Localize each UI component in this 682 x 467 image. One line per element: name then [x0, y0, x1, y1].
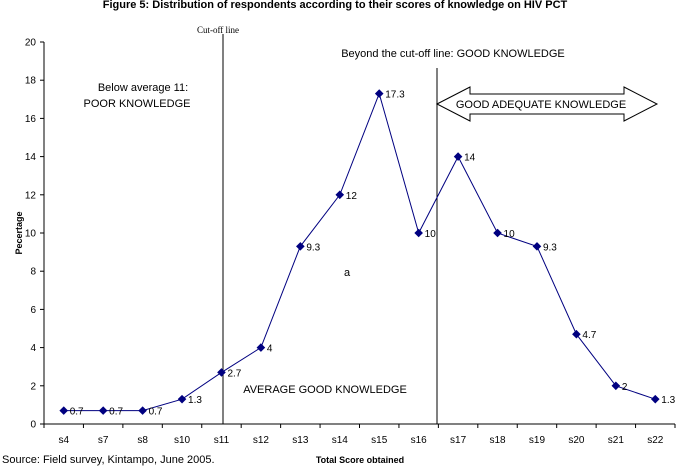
data-label: 9.3 [306, 242, 320, 253]
x-tick-label: s14 [332, 435, 349, 446]
data-label: 0.7 [109, 407, 123, 418]
data-label: 4 [267, 344, 273, 355]
data-point-marker [335, 190, 345, 200]
data-point-marker [650, 394, 660, 404]
data-label: 0.7 [70, 407, 84, 418]
beyond-cutoff-label: Beyond the cut-off line: GOOD KNOWLEDGE [341, 48, 565, 60]
data-label: 1.3 [661, 395, 675, 406]
y-tick-label: 16 [25, 114, 37, 125]
data-point-marker [611, 381, 621, 391]
x-tick-label: s21 [608, 435, 625, 446]
data-point-marker [572, 329, 581, 339]
y-axis-label: Pecertage [14, 211, 24, 254]
y-tick-label: 2 [30, 381, 36, 392]
data-label: 10 [504, 229, 516, 240]
stray-annotation: a [344, 267, 351, 279]
data-label: 4.7 [582, 330, 596, 341]
x-tick-label: s4 [58, 435, 69, 446]
x-tick-label: s15 [371, 435, 388, 446]
data-point-marker [256, 343, 266, 352]
data-point-marker [532, 242, 542, 251]
y-tick-label: 0 [30, 420, 36, 431]
data-label: 12 [346, 191, 358, 202]
series-markers [59, 89, 660, 415]
data-point-marker [374, 89, 384, 98]
y-tick-label: 14 [25, 152, 37, 163]
y-tick-label: 20 [25, 38, 37, 49]
x-tick-label: s12 [253, 435, 270, 446]
data-label: 14 [464, 153, 476, 164]
average-good-label: AVERAGE GOOD KNOWLEDGE [243, 384, 407, 396]
x-tick-label: s11 [214, 435, 230, 446]
y-tick-label: 18 [25, 76, 37, 87]
x-tick-label: s19 [529, 435, 546, 446]
x-tick-label: s17 [450, 435, 467, 446]
x-tick-label: s18 [489, 435, 506, 446]
data-label: 2 [622, 382, 628, 393]
cutoff-line-label: Cut-off line [197, 25, 239, 35]
x-tick-label: s22 [647, 435, 664, 446]
data-label: 1.3 [188, 395, 202, 406]
data-point-marker [453, 152, 463, 161]
x-tick-label: s10 [174, 435, 191, 446]
good-adequate-label: GOOD ADEQUATE KNOWLEDGE [456, 99, 626, 111]
y-tick-label: 10 [25, 229, 37, 240]
x-axis-label: Total Score obtained [316, 455, 404, 465]
data-label: 17.3 [385, 90, 405, 101]
poor-knowledge-label: POOR KNOWLEDGE [84, 98, 191, 110]
data-point-marker [59, 406, 69, 415]
x-tick-label: s16 [411, 435, 428, 446]
y-tick-label: 4 [30, 343, 36, 354]
chart-title: Figure 5: Distribution of respondents ac… [103, 0, 568, 11]
data-point-marker [98, 406, 108, 415]
data-label: 2.7 [227, 368, 241, 379]
data-point-marker [138, 406, 147, 415]
x-tick-label: s8 [137, 435, 148, 446]
data-labels: 0.7 0.7 0.7 1.3 2.7 4 9.3 12 17.3 10 14 10 9.3 4.7 2 1.… [70, 90, 676, 418]
data-point-marker [493, 228, 502, 238]
y-tick-label: 8 [30, 267, 36, 278]
x-tick-label: s13 [292, 435, 309, 446]
data-point-marker [177, 394, 187, 404]
data-label: 9.3 [543, 242, 557, 253]
data-point-marker [217, 368, 226, 377]
data-point-marker [414, 228, 423, 238]
y-tick-label: 12 [25, 190, 37, 201]
data-label: 10 [425, 229, 437, 240]
y-axis-ticks: 0 2 4 6 8 10 12 14 16 18 20 [25, 38, 44, 431]
source-note: Source: Field survey, Kintampo, June 200… [2, 454, 215, 466]
below-average-label: Below average 11: [98, 82, 188, 94]
data-label: 0.7 [149, 407, 163, 418]
x-tick-label: s20 [568, 435, 585, 446]
series-line [63, 92, 656, 412]
x-axis-ticks: s4 s7 s8 s10 s11 s12 s13 s14 s15 s16 s17 s18 s19 s20 s… [43, 424, 676, 446]
data-point-marker [296, 242, 305, 251]
double-arrow [435, 86, 659, 122]
x-tick-label: s7 [98, 435, 109, 446]
y-tick-label: 6 [30, 305, 36, 316]
